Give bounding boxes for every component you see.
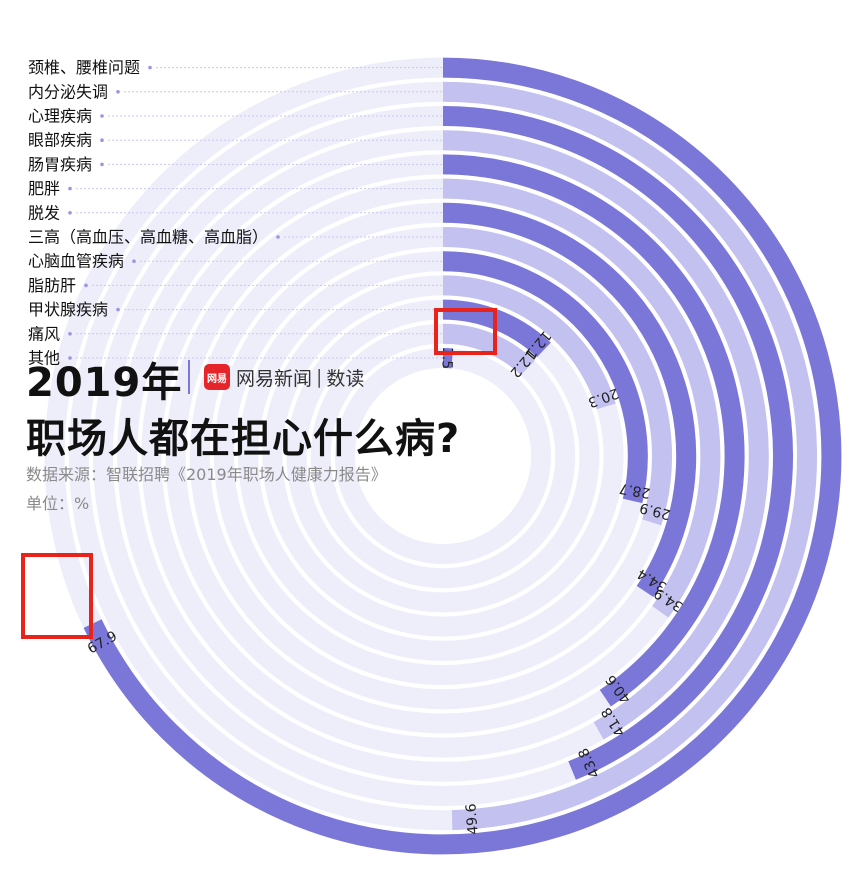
brand-separator: | [316, 366, 323, 388]
bar-4 [442, 130, 769, 740]
bar-12 [442, 323, 535, 376]
bar-5 [442, 154, 745, 707]
leader-dot-6 [68, 186, 72, 191]
leader-dot-1 [148, 65, 152, 70]
leader-dot-2 [116, 90, 120, 94]
netease-logo-icon: 网易 [204, 364, 230, 390]
leader-dot-11 [116, 307, 120, 312]
leader-dot-5 [100, 162, 104, 167]
leader-dot-12 [68, 332, 72, 336]
leader-dot-8 [276, 235, 280, 239]
category-label-3: 心理疾病 [28, 107, 92, 126]
ring-track [335, 348, 551, 564]
bar-6 [442, 178, 721, 618]
data-source: 数据来源：智联招聘《2019年职场人健康力报告》 [26, 465, 387, 484]
bar-1 [83, 57, 842, 855]
highlight-box-min [434, 308, 497, 355]
brand-section: 数读 [326, 367, 365, 390]
leader-dot-3 [100, 114, 104, 118]
value-label-8: 29.9 [638, 499, 672, 522]
category-label-11: 甲状腺疾病 [28, 300, 108, 319]
bar-8 [442, 227, 672, 526]
ring-track [310, 323, 576, 589]
highlight-box-max [21, 553, 93, 639]
category-label-2: 内分泌失调 [28, 82, 108, 101]
value-label-9: 28.7 [618, 480, 651, 501]
leader-dot-4 [100, 138, 104, 142]
value-label-2: 49.6 [463, 803, 481, 835]
leader-dot-9 [132, 259, 136, 264]
bar-2 [442, 81, 817, 831]
brand-divider [188, 360, 190, 394]
title-year: 2019年 [26, 360, 183, 406]
bar-9 [442, 251, 648, 504]
category-label-8: 三高（高血压、高血糖、高血脂） [28, 228, 268, 247]
chart-title: 职场人都在担心什么病? [26, 416, 461, 462]
chart-leader-lines [68, 65, 443, 360]
ring-track [286, 299, 600, 613]
category-label-6: 肥胖 [28, 179, 60, 198]
category-label-10: 脂肪肝 [28, 276, 76, 295]
bar-10 [442, 275, 616, 410]
leader-dot-13 [68, 356, 72, 360]
category-label-7: 脱发 [28, 203, 60, 222]
category-label-9: 心脑血管疾病 [28, 252, 124, 271]
brand-name: 网易新闻 [236, 367, 313, 390]
chart-category-labels: 颈椎、腰椎问题内分泌失调心理疾病眼部疾病肠胃疾病肥胖脱发三高（高血压、高血糖、高… [28, 58, 268, 367]
chart-bars [83, 57, 842, 855]
category-label-5: 肠胃疾病 [28, 155, 92, 174]
category-label-4: 眼部疾病 [28, 131, 92, 150]
category-label-13: 其他 [28, 349, 60, 368]
leader-dot-7 [68, 211, 72, 215]
category-label-12: 痛风 [28, 324, 60, 343]
unit-label: 单位：% [26, 494, 90, 513]
category-label-1: 颈椎、腰椎问题 [28, 58, 140, 77]
brand: 网易 网易新闻 | 数读 [188, 360, 364, 394]
bar-3 [442, 106, 793, 780]
bar-7 [442, 202, 697, 597]
leader-dot-10 [84, 283, 88, 288]
